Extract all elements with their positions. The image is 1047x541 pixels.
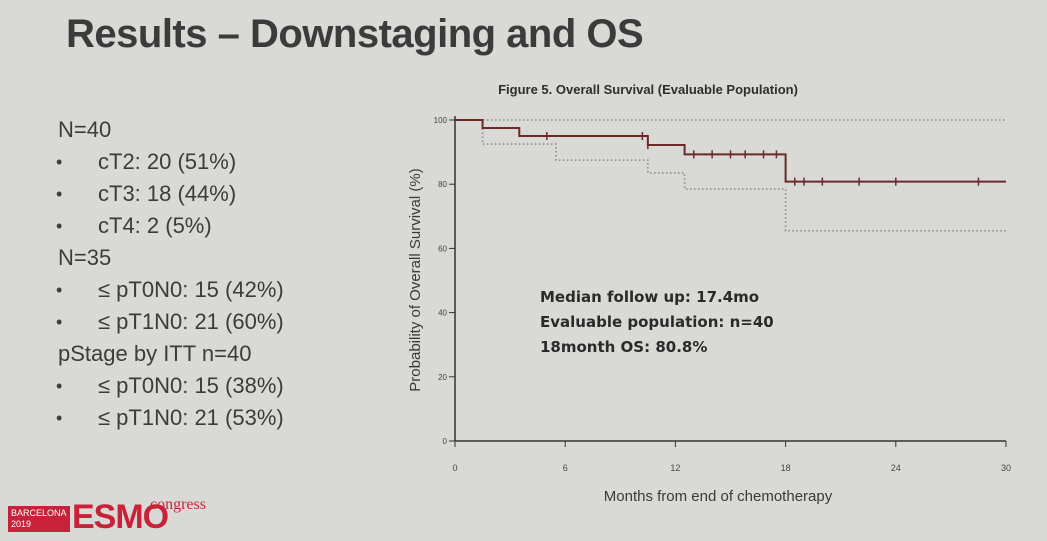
summary-text: cT3: 18 (44%) — [98, 181, 237, 206]
slide-title: Results – Downstaging and OS — [66, 12, 644, 56]
y-tick-label: 100 — [434, 116, 448, 125]
summary-text: cT4: 2 (5%) — [98, 213, 212, 238]
summary-bullet-item: • ≤ pT1N0: 21 (53%) — [56, 402, 284, 434]
x-tick-label: 6 — [563, 463, 568, 473]
summary-bullet-item: • ≤ pT0N0: 15 (42%) — [56, 274, 284, 306]
x-tick-label: 18 — [781, 463, 791, 473]
logo-badge: BARCELONA 2019 — [8, 506, 70, 532]
chart-annotation: Median follow up: 17.4mo — [540, 288, 759, 306]
y-tick-label: 20 — [438, 373, 447, 382]
y-tick-label: 80 — [438, 180, 447, 189]
summary-bullet-item: • cT2: 20 (51%) — [56, 146, 284, 178]
bullet-marker: • — [56, 184, 63, 204]
summary-bullet-item: • ≤ pT1N0: 21 (60%) — [56, 306, 284, 338]
summary-text: N=35 — [58, 245, 112, 270]
chart-x-axis-label: Months from end of chemotherapy — [604, 488, 833, 505]
summary-text: ≤ pT0N0: 15 (42%) — [98, 277, 284, 302]
summary-text: ≤ pT1N0: 21 (53%) — [98, 405, 284, 430]
logo-brand: ESMO — [72, 498, 169, 536]
summary-heading: N=35 — [58, 242, 284, 274]
bullet-marker: • — [56, 216, 63, 236]
summary-text: N=40 — [58, 117, 112, 142]
logo-badge-line2: 2019 — [11, 519, 32, 529]
x-tick-label: 24 — [891, 463, 901, 473]
summary-bullet-item: • ≤ pT0N0: 15 (38%) — [56, 370, 284, 402]
logo-badge-line1: BARCELONA — [11, 508, 67, 518]
summary-text: pStage by ITT n=40 — [58, 341, 252, 366]
y-tick-label: 0 — [443, 437, 448, 446]
logo-suffix: congress — [150, 496, 206, 513]
bullet-marker: • — [56, 376, 63, 396]
bullet-marker: • — [56, 312, 63, 332]
y-tick-label: 60 — [438, 244, 447, 253]
summary-heading: N=40 — [58, 114, 284, 146]
summary-bullet-item: • cT4: 2 (5%) — [56, 210, 284, 242]
chart-y-axis-label: Probability of Overall Survival (%) — [407, 168, 424, 391]
bullet-marker: • — [56, 408, 63, 428]
x-tick-label: 12 — [670, 463, 680, 473]
chart-title: Figure 5. Overall Survival (Evaluable Po… — [498, 82, 798, 97]
x-tick-label: 0 — [452, 463, 457, 473]
chart-annotation: 18month OS: 80.8% — [540, 338, 707, 356]
summary-text: ≤ pT1N0: 21 (60%) — [98, 309, 284, 334]
y-tick-label: 40 — [438, 309, 447, 318]
summary-list: N=40 • cT2: 20 (51%) • cT3: 18 (44%) • cT4: 2 … — [56, 114, 284, 434]
survival-curve — [455, 119, 1006, 183]
summary-text: ≤ pT0N0: 15 (38%) — [98, 373, 284, 398]
chart-annotation: Evaluable population: n=40 — [540, 313, 774, 331]
bullet-marker: • — [56, 152, 63, 172]
summary-heading: pStage by ITT n=40 — [58, 338, 284, 370]
x-tick-label: 30 — [1001, 463, 1011, 473]
bullet-marker: • — [56, 280, 63, 300]
summary-bullet-item: • cT3: 18 (44%) — [56, 178, 284, 210]
summary-text: cT2: 20 (51%) — [98, 149, 237, 174]
